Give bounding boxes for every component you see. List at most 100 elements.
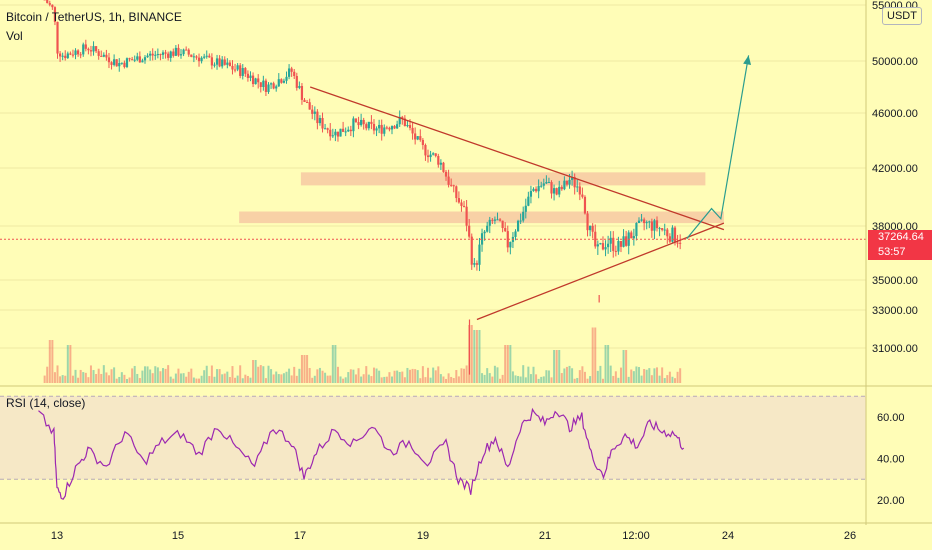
candle-body [545, 182, 548, 184]
candle-body [576, 186, 579, 188]
volume-bar [427, 367, 430, 383]
volume-bar [46, 366, 49, 383]
candle-body [120, 62, 123, 64]
volume-bar [288, 368, 291, 383]
volume-label[interactable]: Vol [6, 29, 23, 43]
candle-body [118, 63, 121, 67]
symbol-title[interactable]: Bitcoin / TetherUS, 1h, BINANCE [6, 10, 182, 24]
rsi-label[interactable]: RSI (14, close) [6, 396, 86, 410]
candle-body [231, 65, 234, 70]
candle-body [169, 51, 172, 58]
volume-bar [563, 368, 566, 383]
time-axis-label: 13 [51, 530, 63, 542]
volume-bar [643, 369, 646, 383]
volume-bar [661, 367, 664, 383]
volume-bar [414, 369, 417, 383]
candle-body [540, 185, 543, 187]
volume-bar [182, 373, 185, 383]
volume-bar [136, 373, 139, 383]
candle-body [185, 49, 188, 51]
volume-bar [614, 371, 617, 383]
volume-bar [362, 374, 365, 383]
candle-body [138, 56, 141, 63]
volume-bar [138, 378, 141, 383]
volume-bar [375, 368, 378, 383]
volume-bar [501, 374, 504, 383]
candle-body [195, 56, 198, 58]
volume-bar [542, 376, 545, 383]
volume-bar [61, 375, 64, 383]
volume-bar [537, 378, 540, 383]
candle-body [213, 64, 216, 66]
volume-bar [372, 367, 375, 383]
candle-body [174, 47, 177, 56]
volume-bar [457, 376, 460, 383]
volume-bar [174, 373, 177, 383]
candle-body [396, 124, 399, 129]
candle-body [151, 53, 154, 56]
candle-body [272, 83, 275, 89]
volume-bar [87, 377, 90, 383]
candle-body [177, 47, 180, 56]
candle-body [64, 55, 67, 59]
volume-bar [300, 355, 303, 383]
volume-bar [409, 369, 412, 383]
volume-bar [318, 367, 321, 383]
volume-bar [388, 372, 391, 383]
candle-body [403, 118, 406, 127]
candle-body [208, 55, 211, 58]
volume-bar [383, 376, 386, 383]
volume-bar [594, 327, 597, 383]
volume-bar [486, 368, 489, 383]
volume-bar [445, 378, 448, 383]
candle-body [594, 231, 597, 247]
candle-body [676, 242, 679, 244]
volume-bar [198, 378, 201, 383]
candle-body [599, 243, 602, 245]
volume-bar [195, 378, 198, 383]
candle-body [375, 128, 378, 131]
volume-bar [478, 330, 481, 383]
candle-body [303, 99, 306, 103]
volume-bar [146, 366, 149, 383]
candle-body [617, 240, 620, 252]
candle-body [573, 177, 576, 188]
volume-bar [69, 345, 72, 383]
current-price-tag: 37264.64 53:57 [868, 230, 932, 260]
candle-body [187, 49, 190, 55]
volume-bar [656, 367, 659, 383]
volume-bar [187, 371, 190, 383]
candle-body [380, 124, 383, 134]
volume-bar [308, 367, 311, 383]
time-axis-label: 26 [844, 530, 856, 542]
candle-body [347, 129, 350, 132]
candle-body [233, 69, 237, 71]
candle-body [378, 124, 381, 129]
candle-body [393, 126, 396, 129]
candle-body [529, 191, 533, 197]
candle-body [192, 56, 195, 58]
volume-bar [558, 350, 561, 383]
volume-bar [640, 375, 643, 383]
volume-bar [429, 377, 432, 383]
candle-body [367, 121, 370, 129]
candle-body [318, 118, 322, 124]
candle-body [560, 186, 563, 190]
volume-bar [455, 370, 458, 383]
volume-bar [617, 377, 620, 383]
candle-body [465, 206, 468, 226]
candle-body [329, 129, 332, 137]
volume-bar [491, 376, 494, 383]
volume-bar [267, 365, 270, 383]
currency-badge[interactable]: USDT [882, 7, 922, 25]
candle-body [509, 241, 512, 248]
volume-bar [393, 370, 396, 383]
candle-body [205, 55, 208, 57]
candle-body [586, 213, 589, 231]
candle-body [514, 231, 517, 237]
candle-body [128, 58, 131, 60]
volume-bar [663, 378, 666, 383]
candle-body [154, 54, 157, 56]
volume-bar [625, 350, 628, 383]
